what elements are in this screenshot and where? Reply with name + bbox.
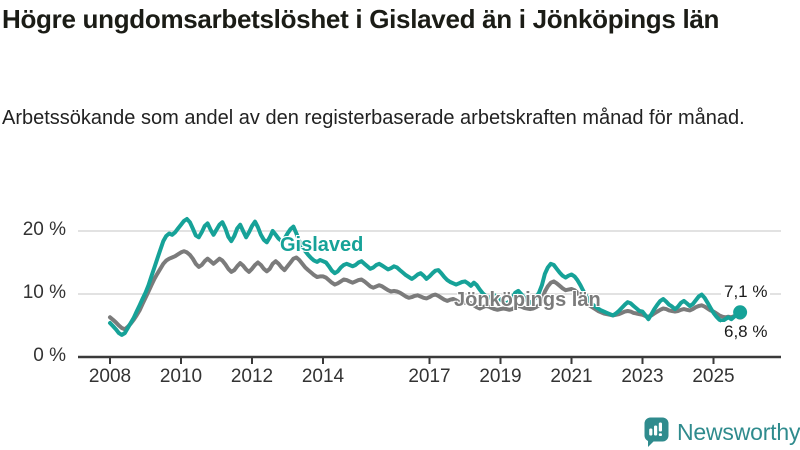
newsworthy-logo-icon: [644, 417, 669, 447]
x-tick-label: 2019: [479, 366, 522, 387]
y-tick-label: 20 %: [22, 219, 66, 240]
end-value-label-jonkopings-lan: 6,8 %: [721, 322, 771, 342]
x-tick-label: 2025: [692, 366, 735, 387]
newsworthy-logo-text: Newsworthy: [677, 418, 800, 445]
series-label-jonkopings-lan: Jönköpings län: [454, 289, 601, 311]
chart-subtitle: Arbetssökande som andel av den registerb…: [2, 107, 745, 129]
x-tick-label: 2008: [88, 366, 132, 387]
newsworthy-brand[interactable]: Newsworthy: [644, 416, 800, 448]
x-tick-label: 2021: [550, 366, 593, 387]
x-tick-label: 2010: [159, 366, 203, 387]
end-value-label-gislaved: 7,1 %: [721, 282, 771, 302]
x-tick-label: 2017: [408, 366, 451, 387]
x-tick-label: 2012: [230, 366, 274, 387]
series-label-gislaved: Gislaved: [280, 234, 364, 256]
x-tick-label: 2023: [621, 366, 664, 387]
y-tick-label: 10 %: [22, 282, 66, 303]
y-tick-label: 0 %: [33, 345, 66, 366]
chart-title: Högre ungdomsarbetslöshet i Gislaved än …: [2, 4, 720, 34]
x-tick-label: 2014: [301, 366, 345, 387]
